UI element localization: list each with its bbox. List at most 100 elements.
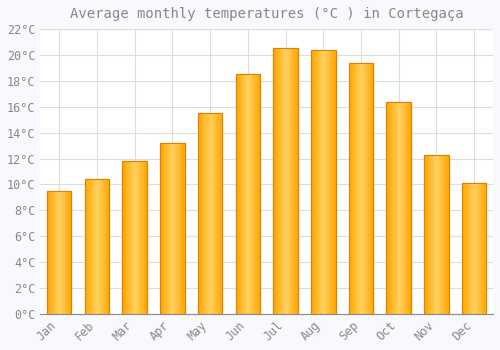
Bar xyxy=(207,113,208,314)
Bar xyxy=(352,63,353,314)
Bar xyxy=(92,179,93,314)
Bar xyxy=(356,63,358,314)
Bar xyxy=(471,183,472,314)
Bar xyxy=(276,49,278,314)
Bar xyxy=(364,63,365,314)
Bar xyxy=(314,50,316,314)
Bar xyxy=(252,74,254,314)
Bar xyxy=(434,155,435,314)
Bar xyxy=(362,63,363,314)
Bar xyxy=(177,143,178,314)
Bar xyxy=(84,179,86,314)
Bar xyxy=(463,183,464,314)
Bar xyxy=(142,161,144,314)
Bar xyxy=(296,49,297,314)
Bar xyxy=(442,155,443,314)
Bar xyxy=(275,49,276,314)
Bar xyxy=(198,113,200,314)
Bar xyxy=(428,155,430,314)
Bar xyxy=(436,155,437,314)
Bar xyxy=(105,179,106,314)
Bar xyxy=(448,155,450,314)
Bar xyxy=(67,191,68,314)
Bar xyxy=(99,179,100,314)
Bar xyxy=(206,113,207,314)
Bar xyxy=(284,49,285,314)
Bar xyxy=(259,74,260,314)
Bar xyxy=(311,50,336,314)
Bar xyxy=(424,155,448,314)
Bar xyxy=(203,113,204,314)
Bar xyxy=(146,161,147,314)
Bar xyxy=(476,183,477,314)
Bar xyxy=(130,161,131,314)
Bar xyxy=(333,50,334,314)
Bar xyxy=(359,63,360,314)
Bar xyxy=(386,102,411,314)
Bar xyxy=(432,155,434,314)
Bar xyxy=(392,102,394,314)
Bar xyxy=(212,113,213,314)
Bar xyxy=(256,74,258,314)
Bar xyxy=(370,63,371,314)
Bar xyxy=(171,143,172,314)
Bar xyxy=(424,155,448,314)
Bar xyxy=(472,183,473,314)
Bar xyxy=(368,63,369,314)
Bar xyxy=(320,50,321,314)
Bar xyxy=(168,143,170,314)
Bar xyxy=(406,102,407,314)
Bar xyxy=(51,191,52,314)
Bar xyxy=(255,74,256,314)
Bar xyxy=(334,50,336,314)
Bar xyxy=(109,179,110,314)
Bar xyxy=(464,183,466,314)
Bar xyxy=(108,179,109,314)
Bar xyxy=(144,161,146,314)
Bar xyxy=(128,161,129,314)
Bar xyxy=(312,50,313,314)
Bar xyxy=(370,63,372,314)
Bar xyxy=(166,143,167,314)
Bar xyxy=(363,63,364,314)
Bar xyxy=(372,63,374,314)
Bar xyxy=(183,143,184,314)
Bar xyxy=(438,155,440,314)
Bar xyxy=(411,102,412,314)
Bar xyxy=(288,49,290,314)
Bar xyxy=(239,74,240,314)
Bar xyxy=(286,49,287,314)
Bar xyxy=(98,179,99,314)
Bar xyxy=(47,191,72,314)
Bar xyxy=(408,102,410,314)
Bar xyxy=(274,49,298,314)
Bar xyxy=(354,63,356,314)
Bar xyxy=(47,191,72,314)
Bar xyxy=(353,63,354,314)
Bar xyxy=(220,113,222,314)
Bar xyxy=(483,183,484,314)
Bar xyxy=(285,49,286,314)
Bar xyxy=(444,155,446,314)
Bar xyxy=(399,102,400,314)
Bar xyxy=(348,63,374,314)
Bar xyxy=(125,161,126,314)
Bar xyxy=(292,49,293,314)
Bar xyxy=(70,191,72,314)
Bar xyxy=(466,183,467,314)
Bar xyxy=(176,143,177,314)
Bar xyxy=(480,183,482,314)
Bar xyxy=(287,49,288,314)
Bar xyxy=(201,113,202,314)
Bar xyxy=(440,155,441,314)
Bar xyxy=(260,74,261,314)
Bar xyxy=(386,102,388,314)
Bar xyxy=(132,161,134,314)
Bar xyxy=(89,179,90,314)
Bar xyxy=(52,191,53,314)
Bar xyxy=(482,183,483,314)
Bar xyxy=(167,143,168,314)
Bar xyxy=(84,179,109,314)
Bar xyxy=(244,74,245,314)
Bar xyxy=(209,113,210,314)
